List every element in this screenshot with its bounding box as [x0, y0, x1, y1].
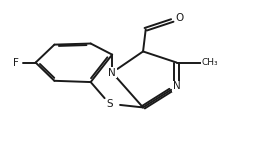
Text: O: O: [175, 13, 183, 23]
Text: N: N: [173, 81, 181, 91]
Text: S: S: [106, 99, 113, 109]
Text: N: N: [108, 68, 116, 78]
Text: CH₃: CH₃: [202, 58, 218, 67]
Text: F: F: [12, 58, 18, 68]
